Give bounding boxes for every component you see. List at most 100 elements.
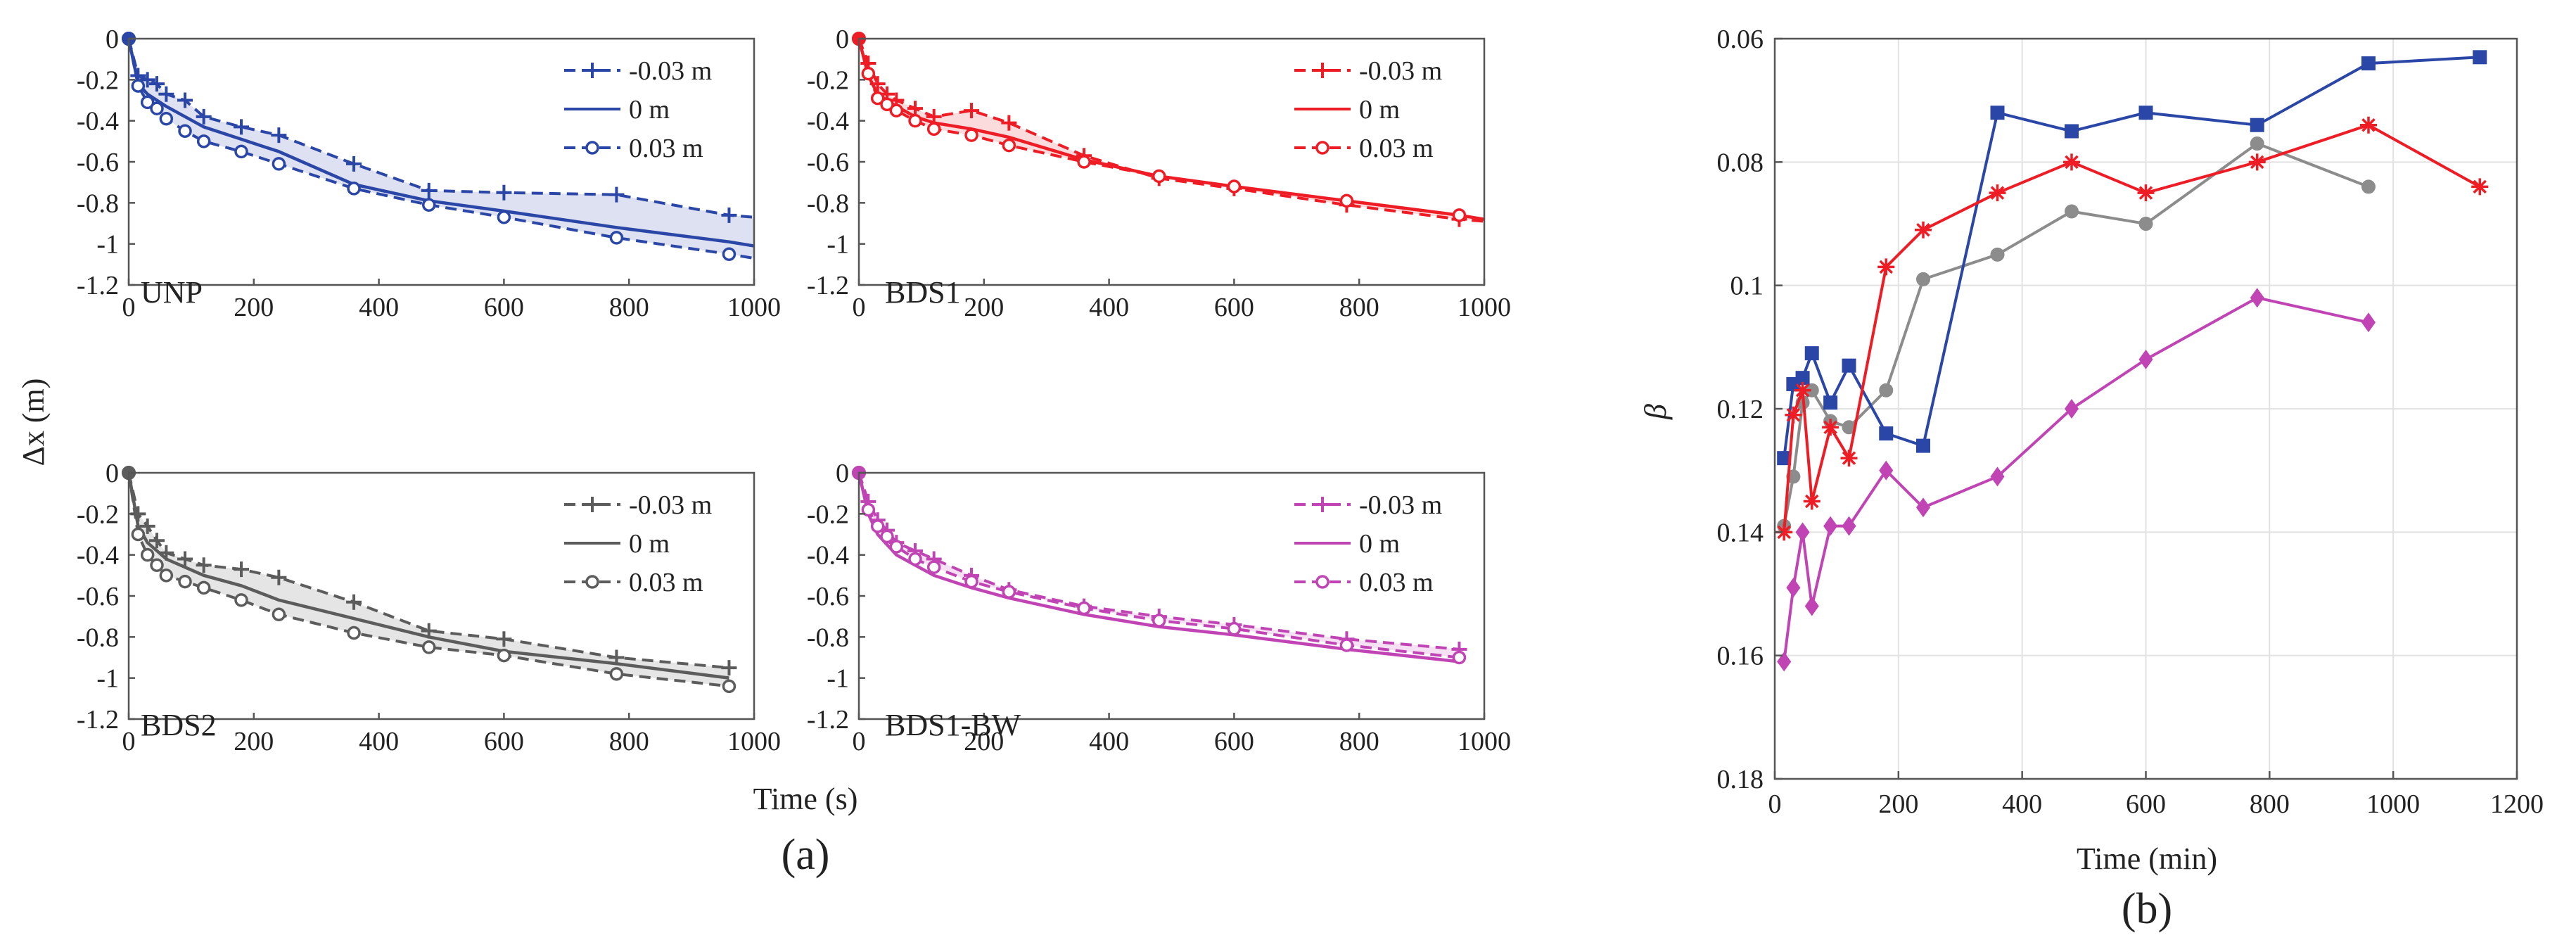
y-tick-label: 0.18 (1717, 765, 1764, 794)
data-point (346, 155, 362, 172)
x-tick-label: 200 (234, 727, 274, 756)
data-point (1916, 272, 1930, 286)
y-axis-label: Δx (m) (16, 379, 51, 466)
data-point (1002, 138, 1016, 153)
data-point (139, 518, 155, 534)
data-point (926, 108, 942, 125)
series-line-0 (127, 472, 729, 680)
legend-marker (585, 497, 600, 512)
y-tick-label: -0.8 (807, 623, 849, 652)
shaded-band (129, 39, 754, 259)
y-tick-label: -0.2 (77, 500, 119, 529)
beta-x-axis-label: Time (min) (2077, 841, 2217, 876)
legend-marker (1315, 141, 1330, 155)
data-point (140, 95, 155, 110)
data-point (1794, 381, 1811, 399)
data-point (271, 127, 287, 144)
data-point (2361, 312, 2376, 333)
data-point (1877, 258, 1895, 276)
data-point (869, 76, 886, 92)
legend-label: 0.03 m (629, 134, 703, 163)
data-point (2360, 116, 2377, 134)
y-tick-label: -0.2 (807, 500, 849, 529)
y-tick-label: -0.6 (807, 582, 849, 611)
data-point (140, 547, 155, 562)
data-point (1775, 523, 1793, 541)
data-point (870, 519, 885, 533)
panel-label: BDS1-BW (885, 708, 1021, 742)
legend-marker (585, 575, 599, 589)
data-point (2063, 153, 2080, 171)
data-point (2138, 106, 2153, 120)
data-point (178, 124, 192, 138)
y-tick-label: -0.6 (807, 148, 849, 177)
data-point (2250, 136, 2264, 151)
data-point (1990, 106, 2005, 120)
legend-label: 0.03 m (1359, 134, 1434, 163)
data-point (2250, 118, 2264, 132)
data-point (908, 113, 922, 128)
data-point (1879, 426, 1894, 441)
data-point (861, 502, 876, 517)
data-point (497, 648, 511, 663)
legend-label: 0 m (629, 529, 670, 559)
y-tick-label: -0.4 (807, 541, 849, 571)
data-point (1786, 578, 1801, 598)
y-tick-label: -1 (827, 664, 849, 694)
data-point (346, 594, 362, 610)
panel-label: UNP (141, 275, 203, 310)
data-point (1452, 650, 1467, 665)
data-point (1795, 522, 1810, 542)
panel-unp: 0 200 400 600 800 1000 0 -0.2 -0.4 -0.6 -0.8 -1 -1.2… (77, 25, 781, 322)
y-tick-label: -0.2 (807, 65, 849, 95)
legend-label: 0.03 m (1359, 568, 1434, 597)
data-point (149, 76, 165, 92)
data-point (177, 92, 193, 108)
data-point (722, 679, 737, 694)
y-tick-label: -0.8 (807, 189, 849, 218)
x-tick-label: 0 (1768, 789, 1782, 819)
x-tick-label: 800 (2250, 789, 2290, 819)
x-tick-label: 200 (964, 727, 1004, 756)
data-point (908, 552, 922, 566)
x-tick-label: 400 (359, 727, 399, 756)
data-point (964, 128, 978, 142)
data-point (496, 184, 512, 201)
data-point (721, 207, 737, 223)
data-point (1795, 371, 1810, 386)
data-point (1002, 585, 1016, 599)
y-tick-label: 0 (836, 459, 849, 488)
data-point (2473, 50, 2487, 65)
y-tick-label: -0.6 (77, 582, 119, 611)
data-point (497, 210, 511, 224)
y-tick-label: -0.8 (77, 189, 119, 218)
x-tick-label: 800 (609, 727, 649, 756)
x-tick-label: 0 (122, 293, 136, 322)
data-point (1916, 438, 1930, 453)
y-tick-label: -1.2 (807, 705, 849, 735)
data-point (234, 561, 250, 578)
data-point (1452, 208, 1467, 222)
panel-label: BDS2 (141, 708, 217, 742)
legend-label: 0.03 m (629, 568, 703, 597)
y-tick-label: 0 (106, 25, 119, 54)
y-tick-label: 0.16 (1717, 642, 1764, 671)
data-point (1990, 247, 2005, 262)
legend-marker (1315, 497, 1330, 512)
data-point (870, 91, 885, 106)
series-line-plus-0-03 (127, 472, 729, 688)
x-tick-label: 400 (1089, 293, 1129, 322)
data-point (2250, 288, 2264, 308)
data-point (159, 112, 174, 126)
data-point (1777, 652, 1792, 672)
data-point (1803, 493, 1821, 510)
data-point (178, 574, 192, 589)
data-point (177, 551, 193, 567)
data-point (271, 569, 287, 585)
x-tick-label: 1000 (1458, 727, 1511, 756)
panel-label: BDS1 (885, 275, 961, 310)
legend-marker (585, 141, 599, 155)
legend-label: 0 m (1359, 95, 1400, 125)
y-tick-label: 0.06 (1717, 25, 1764, 54)
data-point (1879, 383, 1894, 398)
